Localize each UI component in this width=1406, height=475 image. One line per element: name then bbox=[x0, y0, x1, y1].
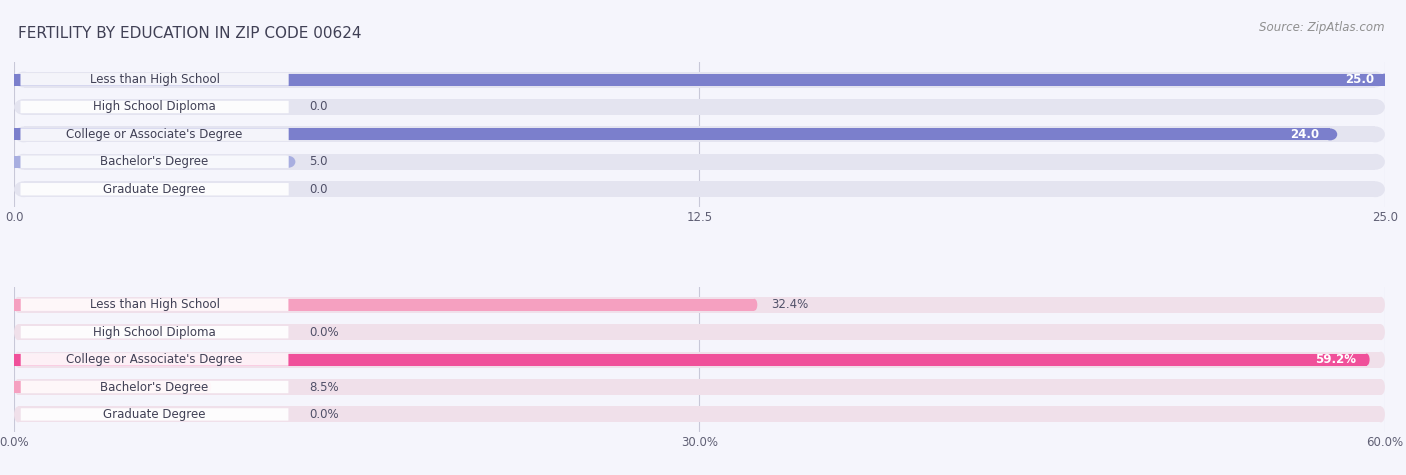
FancyBboxPatch shape bbox=[21, 326, 288, 338]
Ellipse shape bbox=[14, 181, 34, 197]
FancyBboxPatch shape bbox=[21, 353, 288, 366]
Ellipse shape bbox=[14, 99, 34, 115]
Ellipse shape bbox=[1365, 181, 1385, 197]
Text: 32.4%: 32.4% bbox=[770, 298, 808, 311]
Text: Less than High School: Less than High School bbox=[90, 73, 219, 86]
FancyBboxPatch shape bbox=[21, 101, 288, 113]
Ellipse shape bbox=[14, 72, 34, 87]
Text: Graduate Degree: Graduate Degree bbox=[103, 408, 205, 421]
FancyBboxPatch shape bbox=[21, 73, 288, 86]
Text: Less than High School: Less than High School bbox=[90, 298, 219, 311]
Bar bbox=[18, 324, 1381, 340]
Ellipse shape bbox=[1365, 99, 1385, 115]
Text: Source: ZipAtlas.com: Source: ZipAtlas.com bbox=[1260, 21, 1385, 34]
Ellipse shape bbox=[205, 381, 211, 393]
FancyBboxPatch shape bbox=[21, 183, 288, 195]
Bar bbox=[18, 379, 1381, 395]
Text: 0.0: 0.0 bbox=[309, 183, 328, 196]
Text: 24.0: 24.0 bbox=[1289, 128, 1319, 141]
Text: 25.0: 25.0 bbox=[1344, 73, 1374, 86]
FancyBboxPatch shape bbox=[21, 156, 288, 168]
Text: 5.0: 5.0 bbox=[309, 155, 328, 168]
Text: High School Diploma: High School Diploma bbox=[93, 326, 217, 339]
Ellipse shape bbox=[14, 297, 22, 313]
Bar bbox=[14, 156, 288, 168]
Ellipse shape bbox=[1376, 352, 1385, 368]
Ellipse shape bbox=[1365, 154, 1385, 170]
Text: Bachelor's Degree: Bachelor's Degree bbox=[100, 380, 208, 393]
FancyBboxPatch shape bbox=[21, 299, 288, 311]
Ellipse shape bbox=[1376, 379, 1385, 395]
Text: College or Associate's Degree: College or Associate's Degree bbox=[66, 128, 243, 141]
Bar bbox=[24, 99, 1375, 115]
Ellipse shape bbox=[1376, 324, 1385, 340]
Text: Bachelor's Degree: Bachelor's Degree bbox=[100, 155, 208, 168]
Ellipse shape bbox=[14, 126, 34, 142]
Ellipse shape bbox=[1365, 126, 1385, 142]
Text: FERTILITY BY EDUCATION IN ZIP CODE 00624: FERTILITY BY EDUCATION IN ZIP CODE 00624 bbox=[18, 26, 361, 41]
Text: College or Associate's Degree: College or Associate's Degree bbox=[66, 353, 243, 366]
Ellipse shape bbox=[1365, 72, 1385, 87]
Ellipse shape bbox=[1376, 297, 1385, 313]
FancyBboxPatch shape bbox=[21, 408, 288, 421]
Text: 8.5%: 8.5% bbox=[309, 380, 339, 393]
Bar bbox=[24, 181, 1375, 197]
Ellipse shape bbox=[14, 154, 34, 170]
Ellipse shape bbox=[281, 156, 295, 168]
Bar bbox=[14, 381, 208, 393]
Ellipse shape bbox=[14, 324, 22, 340]
Bar bbox=[24, 154, 1375, 170]
Ellipse shape bbox=[14, 407, 22, 422]
Ellipse shape bbox=[1323, 128, 1337, 140]
Bar bbox=[24, 126, 1375, 142]
Bar bbox=[18, 352, 1381, 368]
Bar bbox=[14, 128, 1330, 140]
Ellipse shape bbox=[14, 379, 22, 395]
Text: 0.0: 0.0 bbox=[309, 101, 328, 114]
Bar bbox=[24, 72, 1375, 87]
Ellipse shape bbox=[14, 352, 22, 368]
Bar bbox=[14, 299, 755, 311]
Ellipse shape bbox=[1378, 74, 1392, 86]
Text: Graduate Degree: Graduate Degree bbox=[103, 183, 205, 196]
Text: 0.0%: 0.0% bbox=[309, 408, 339, 421]
Text: High School Diploma: High School Diploma bbox=[93, 101, 217, 114]
Bar bbox=[18, 297, 1381, 313]
Ellipse shape bbox=[751, 299, 758, 311]
Text: 59.2%: 59.2% bbox=[1315, 353, 1355, 366]
FancyBboxPatch shape bbox=[21, 381, 288, 393]
Ellipse shape bbox=[1376, 407, 1385, 422]
Text: 0.0%: 0.0% bbox=[309, 326, 339, 339]
Bar bbox=[18, 407, 1381, 422]
Bar bbox=[14, 354, 1367, 366]
Bar bbox=[14, 74, 1385, 86]
FancyBboxPatch shape bbox=[21, 128, 288, 141]
Ellipse shape bbox=[1364, 354, 1369, 366]
